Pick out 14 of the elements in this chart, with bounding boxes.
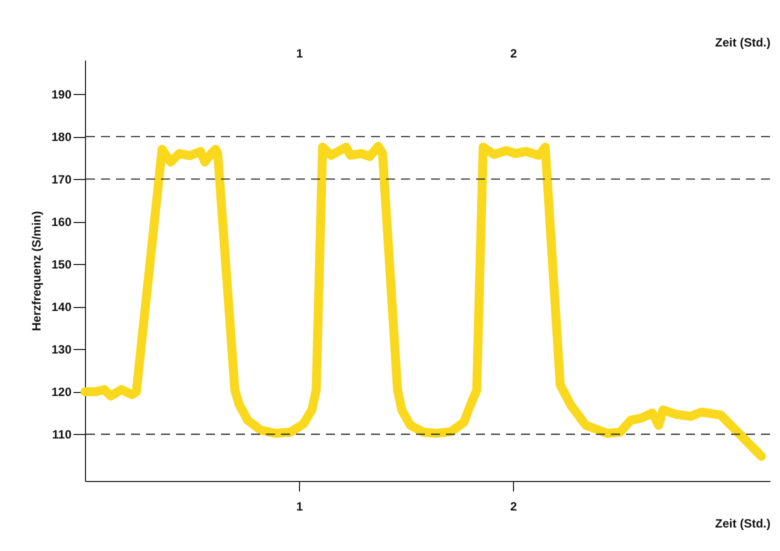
y-tick-label: 150	[51, 258, 72, 272]
x2-axis-title: Zeit (Std.)	[715, 36, 770, 50]
y-tick-label: 140	[51, 300, 72, 314]
y-axis-title: Herzfrequenz (S/min)	[29, 210, 44, 332]
y-tick-label: 180	[51, 130, 72, 144]
y-tick-label: 190	[51, 88, 72, 102]
x-axis-title: Zeit (Std.)	[715, 516, 770, 530]
x2-tick-label: 1	[296, 500, 304, 514]
y-tick-label: 110	[52, 428, 72, 442]
y-tick-label: 120	[51, 385, 72, 400]
y-tick-label: 170	[51, 172, 72, 187]
x2-tick-label: 2	[510, 500, 518, 514]
y-tick-label: 160	[51, 215, 72, 230]
y-tick-label: 130	[51, 342, 72, 357]
